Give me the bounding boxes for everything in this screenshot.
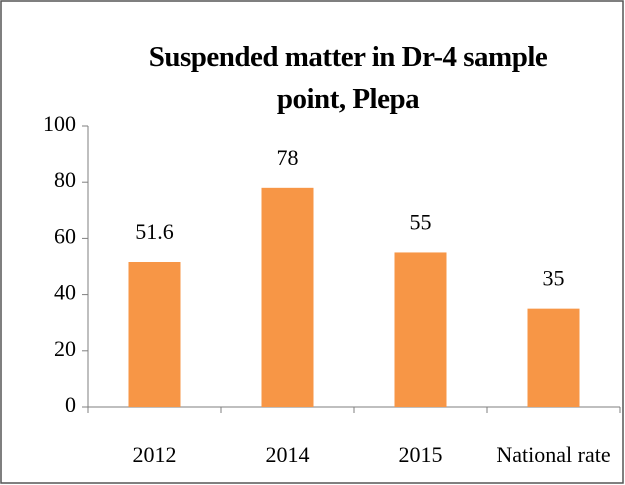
bar [128,262,181,407]
data-label: 78 [277,145,299,170]
x-tick-label: 2015 [399,442,443,467]
data-label: 35 [543,266,565,291]
y-tick-label: 0 [65,392,76,417]
data-label: 55 [410,209,432,234]
y-tick-label: 80 [54,167,76,192]
y-tick-label: 40 [54,280,76,305]
x-tick-label: National rate [496,442,610,467]
y-tick-label: 60 [54,223,76,248]
y-tick-label: 20 [54,336,76,361]
y-tick-label: 100 [43,111,76,136]
x-tick-label: 2012 [133,442,177,467]
chart-title: Suspended matter in Dr-4 sample point, P… [148,41,548,115]
bar [261,187,314,407]
bar [527,308,580,407]
data-label: 51.6 [135,219,174,244]
bar [394,252,447,407]
x-tick-label: 2014 [266,442,310,467]
